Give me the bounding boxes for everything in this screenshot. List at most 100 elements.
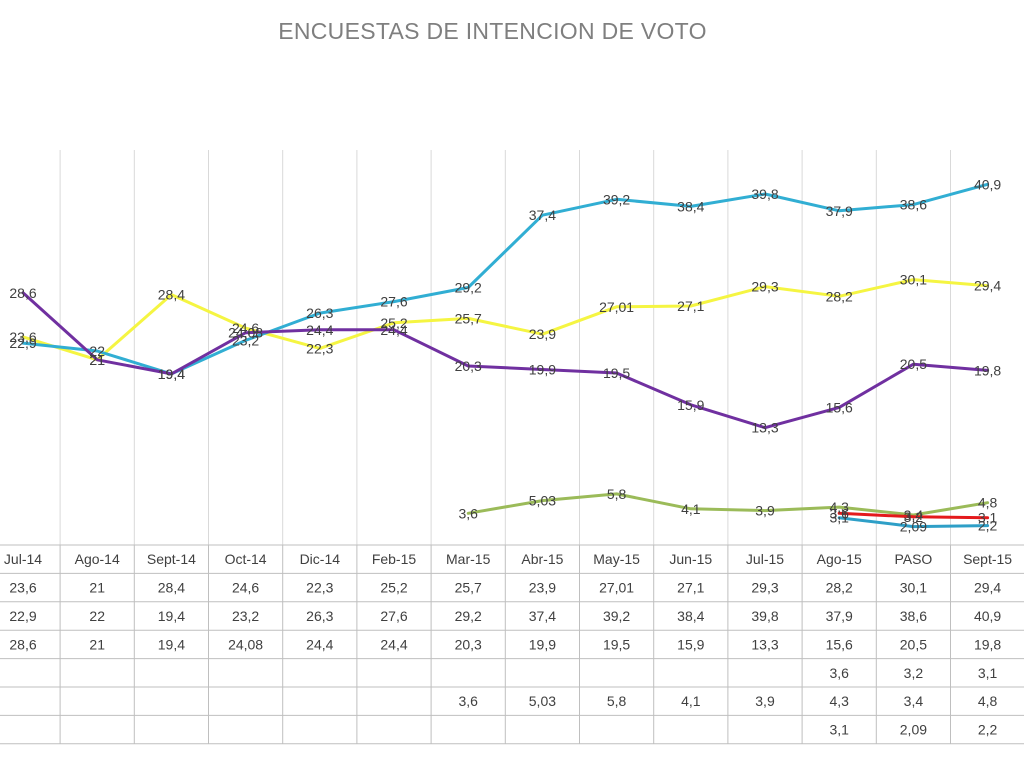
data-label: 2,09 (900, 519, 927, 535)
data-label: 3,1 (978, 510, 998, 526)
data-label: 24,08 (228, 325, 263, 341)
table-cell: 29,4 (974, 580, 1001, 596)
table-cell: 23,2 (232, 608, 259, 624)
table-cell: 23,9 (529, 580, 556, 596)
table-cell: 24,4 (380, 636, 407, 652)
data-label: 25,7 (455, 310, 482, 326)
data-label: 40,9 (974, 176, 1001, 192)
data-label: 5,8 (607, 486, 627, 502)
table-cell: 3,6 (458, 693, 478, 709)
data-label: 19,5 (603, 365, 630, 381)
data-label: 19,8 (974, 362, 1001, 378)
category-label: Ago-15 (817, 551, 862, 567)
data-label: 38,6 (900, 197, 927, 213)
table-cell: 38,6 (900, 608, 927, 624)
table-cell: 28,4 (158, 580, 185, 596)
data-label: 28,4 (158, 287, 185, 303)
data-label: 37,9 (826, 203, 853, 219)
data-label: 15,6 (826, 399, 853, 415)
data-label: 23,6 (9, 329, 36, 345)
table-cell: 3,1 (978, 665, 998, 681)
data-label: 20,3 (455, 358, 482, 374)
series-line (837, 516, 990, 529)
table-cell: 27,6 (380, 608, 407, 624)
data-label: 27,1 (677, 298, 704, 314)
data-label: 25,2 (380, 315, 407, 331)
table-cell: 21 (89, 636, 105, 652)
table-cell: 3,9 (755, 693, 775, 709)
table-cell: 22,3 (306, 580, 333, 596)
series-line (466, 492, 990, 517)
data-label: 19,4 (158, 366, 185, 382)
table-cell: 27,01 (599, 580, 634, 596)
data-label: 23,2 (232, 332, 259, 348)
table-cell: 24,4 (306, 636, 333, 652)
table-cell: 3,1 (829, 722, 849, 738)
data-label: 28,6 (9, 285, 36, 301)
data-label: 4,8 (978, 495, 998, 511)
table-cell: 24,08 (228, 636, 263, 652)
table-cell: 13,3 (751, 636, 778, 652)
table-cell: 19,4 (158, 636, 185, 652)
data-label: 39,8 (751, 186, 778, 202)
data-label: 3,6 (829, 505, 849, 521)
data-label: 37,4 (529, 207, 556, 223)
data-label: 21 (89, 352, 105, 368)
category-label: May-15 (593, 551, 640, 567)
data-label: 27,6 (380, 294, 407, 310)
category-label: Ago-14 (75, 551, 120, 567)
table-cell: 19,4 (158, 608, 185, 624)
table-cell: 3,2 (904, 665, 924, 681)
table-cell: 5,03 (529, 693, 556, 709)
data-label: 3,9 (755, 503, 775, 519)
data-label: 30,1 (900, 272, 927, 288)
table-cell: 15,6 (826, 636, 853, 652)
data-table: Jul-14 Ago-14 Sept-14 Oct-14 Dic-14 Feb-15 Mar… (0, 544, 1024, 745)
table-cell: 30,1 (900, 580, 927, 596)
data-label: 22,3 (306, 340, 333, 356)
table-cell: 28,6 (9, 636, 36, 652)
table-cell: 22 (89, 608, 105, 624)
data-labels: 23,6 21 28,4 24,6 22,3 25,2 25,7 23,9 27,01 27,1 2… (9, 176, 1001, 534)
table-cell: 4,1 (681, 693, 701, 709)
data-label: 24,6 (232, 320, 259, 336)
table-cell: 5,8 (607, 693, 627, 709)
data-label: 24,4 (306, 322, 333, 338)
table-cell: 23,6 (9, 580, 36, 596)
data-label: 21 (89, 352, 105, 368)
data-label: 24,4 (380, 322, 407, 338)
category-label: Jul-14 (4, 551, 42, 567)
table-cell: 2,2 (978, 722, 998, 738)
category-label: PASO (894, 551, 932, 567)
table-cell: 37,9 (826, 608, 853, 624)
table-cell: 28,2 (826, 580, 853, 596)
category-label: Sept-14 (147, 551, 196, 567)
table-cell: 29,2 (455, 608, 482, 624)
table-cell: 37,4 (529, 608, 556, 624)
table-cell: 22,9 (9, 608, 36, 624)
data-label: 3,6 (458, 505, 478, 521)
table-cell: 29,3 (751, 580, 778, 596)
table-cell: 25,2 (380, 580, 407, 596)
category-label: Sept-15 (963, 551, 1012, 567)
table-cell: 3,6 (829, 665, 849, 681)
table-cell: 19,5 (603, 636, 630, 652)
category-label: Abr-15 (521, 551, 563, 567)
series-lines (21, 182, 990, 529)
data-label: 5,03 (529, 493, 556, 509)
table-cell: 38,4 (677, 608, 704, 624)
table-cell: 21 (89, 580, 105, 596)
table-cell: 19,8 (974, 636, 1001, 652)
table-cell: 27,1 (677, 580, 704, 596)
category-label: Oct-14 (225, 551, 267, 567)
chart-title: ENCUESTAS DE INTENCION DE VOTO (278, 18, 707, 44)
table-cell: 2,09 (900, 722, 927, 738)
table-cell: 24,6 (232, 580, 259, 596)
table-cell: 4,3 (829, 693, 849, 709)
data-label: 19,4 (158, 366, 185, 382)
table-cell: 20,3 (455, 636, 482, 652)
data-label: 22,9 (9, 335, 36, 351)
table-cell: 3,4 (904, 693, 924, 709)
table-cell: 39,8 (751, 608, 778, 624)
